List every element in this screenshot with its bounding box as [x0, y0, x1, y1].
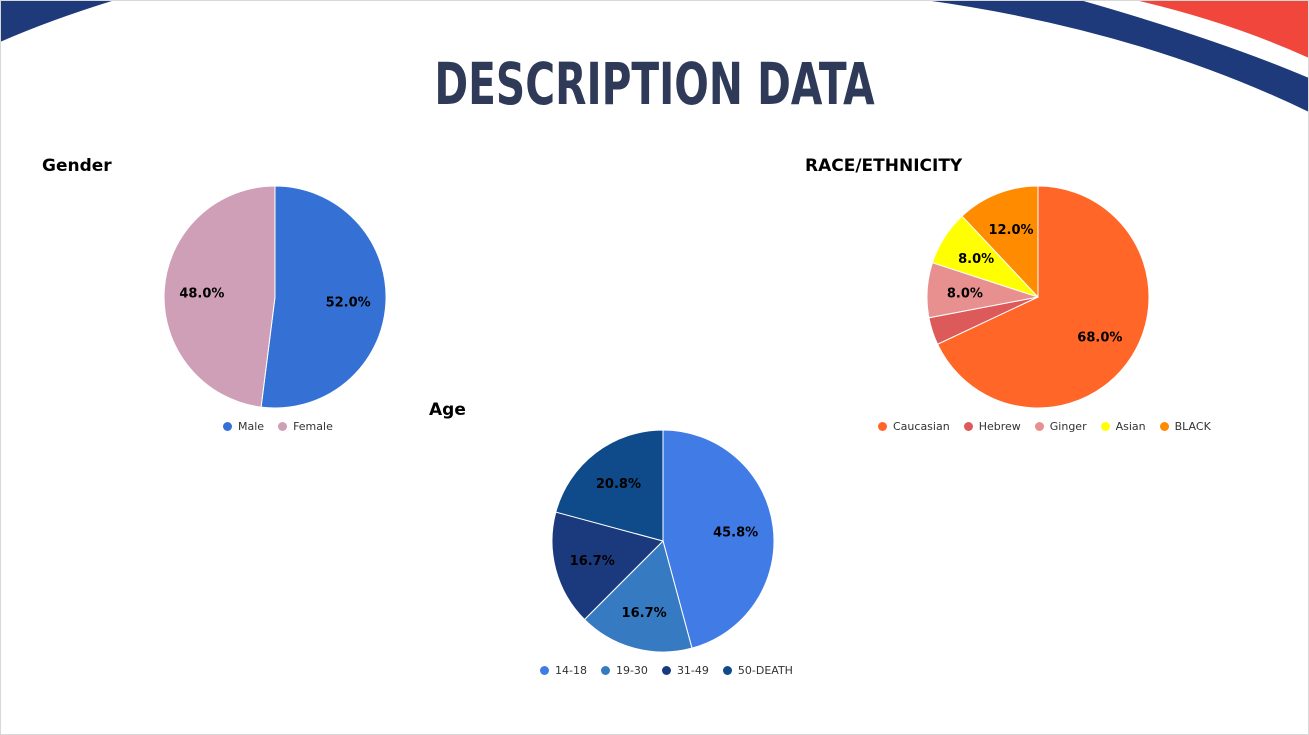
legend-item-asian[interactable]: Asian [1100, 420, 1146, 433]
legend-label: 31-49 [676, 664, 709, 677]
legend-swatch-icon [540, 666, 549, 675]
gender-chart-title: Gender [42, 156, 112, 176]
legend-swatch-icon [661, 666, 671, 675]
slice-label-ginger: 8.0% [947, 286, 983, 301]
slice-label-female: 48.0% [179, 286, 224, 301]
race-pie-chart: 68.0% 8.0% 8.0% 12.0% [926, 185, 1150, 409]
slice-label-19-30: 16.7% [622, 606, 667, 621]
legend-label: Female [293, 420, 333, 433]
legend-swatch-icon [1100, 422, 1110, 431]
pie-slice-50-death [555, 429, 664, 542]
legend-item-black[interactable]: BLACK [1159, 420, 1211, 433]
legend-label: Hebrew [978, 420, 1021, 433]
legend-label: Asian [1115, 420, 1146, 433]
legend-swatch-icon [963, 422, 973, 431]
age-pie-chart: 45.8% 16.7% 16.7% 20.8% [551, 429, 775, 653]
pie-slice-caucasian [936, 185, 1150, 409]
legend-label: Caucasian [893, 420, 950, 433]
legend-label: 19-30 [615, 664, 648, 677]
legend-item-female[interactable]: Female [278, 420, 333, 433]
navy-band-top-right [925, 0, 1309, 112]
legend-item-hebrew[interactable]: Hebrew [963, 420, 1021, 433]
legend-swatch-icon [878, 422, 887, 431]
slice-label-caucasian: 68.0% [1077, 330, 1122, 345]
slice-label-asian: 8.0% [958, 252, 994, 267]
legend-swatch-icon [1159, 422, 1169, 431]
legend-label: Male [238, 420, 265, 433]
navy-band-top-left [0, 0, 115, 42]
legend-label: Ginger [1049, 420, 1087, 433]
slice-label-50-death: 20.8% [596, 477, 641, 492]
age-chart-title: Age [429, 400, 466, 420]
age-legend: 14-18 19-30 31-49 50-DEATH [540, 664, 793, 677]
legend-item-male[interactable]: Male [223, 420, 264, 433]
legend-item-ginger[interactable]: Ginger [1034, 420, 1087, 433]
pie-slice-14-18 [662, 429, 775, 649]
legend-swatch-icon [600, 666, 610, 675]
race-legend: Caucasian Hebrew Ginger Asian BLACK [878, 420, 1211, 433]
pie-slice-black [961, 185, 1039, 299]
race-chart-title: RACE/ETHNICITY [805, 156, 963, 176]
legend-item-14-18[interactable]: 14-18 [540, 664, 587, 677]
legend-label: 14-18 [555, 664, 587, 677]
red-band-top-right [1135, 0, 1309, 58]
slide-title: DESCRIPTION DATA [434, 50, 875, 118]
gender-legend: Male Female [223, 420, 333, 433]
slice-label-black: 12.0% [988, 223, 1033, 238]
legend-label: BLACK [1174, 420, 1211, 433]
legend-item-50-death[interactable]: 50-DEATH [722, 664, 793, 677]
legend-swatch-icon [278, 422, 288, 431]
legend-label: 50-DEATH [737, 664, 793, 677]
pie-slice-31-49 [551, 511, 664, 621]
slice-label-31-49: 16.7% [570, 554, 615, 569]
pie-slice-male [260, 185, 387, 409]
gender-pie-chart: 52.0% 48.0% [163, 185, 387, 409]
legend-swatch-icon [722, 666, 732, 675]
pie-slice-19-30 [583, 540, 693, 653]
legend-swatch-icon [223, 422, 232, 431]
pie-slice-female [163, 185, 276, 408]
slice-label-14-18: 45.8% [713, 525, 758, 540]
legend-item-31-49[interactable]: 31-49 [661, 664, 709, 677]
legend-swatch-icon [1034, 422, 1044, 431]
slice-label-male: 52.0% [326, 296, 371, 311]
legend-item-19-30[interactable]: 19-30 [600, 664, 648, 677]
legend-item-caucasian[interactable]: Caucasian [878, 420, 950, 433]
